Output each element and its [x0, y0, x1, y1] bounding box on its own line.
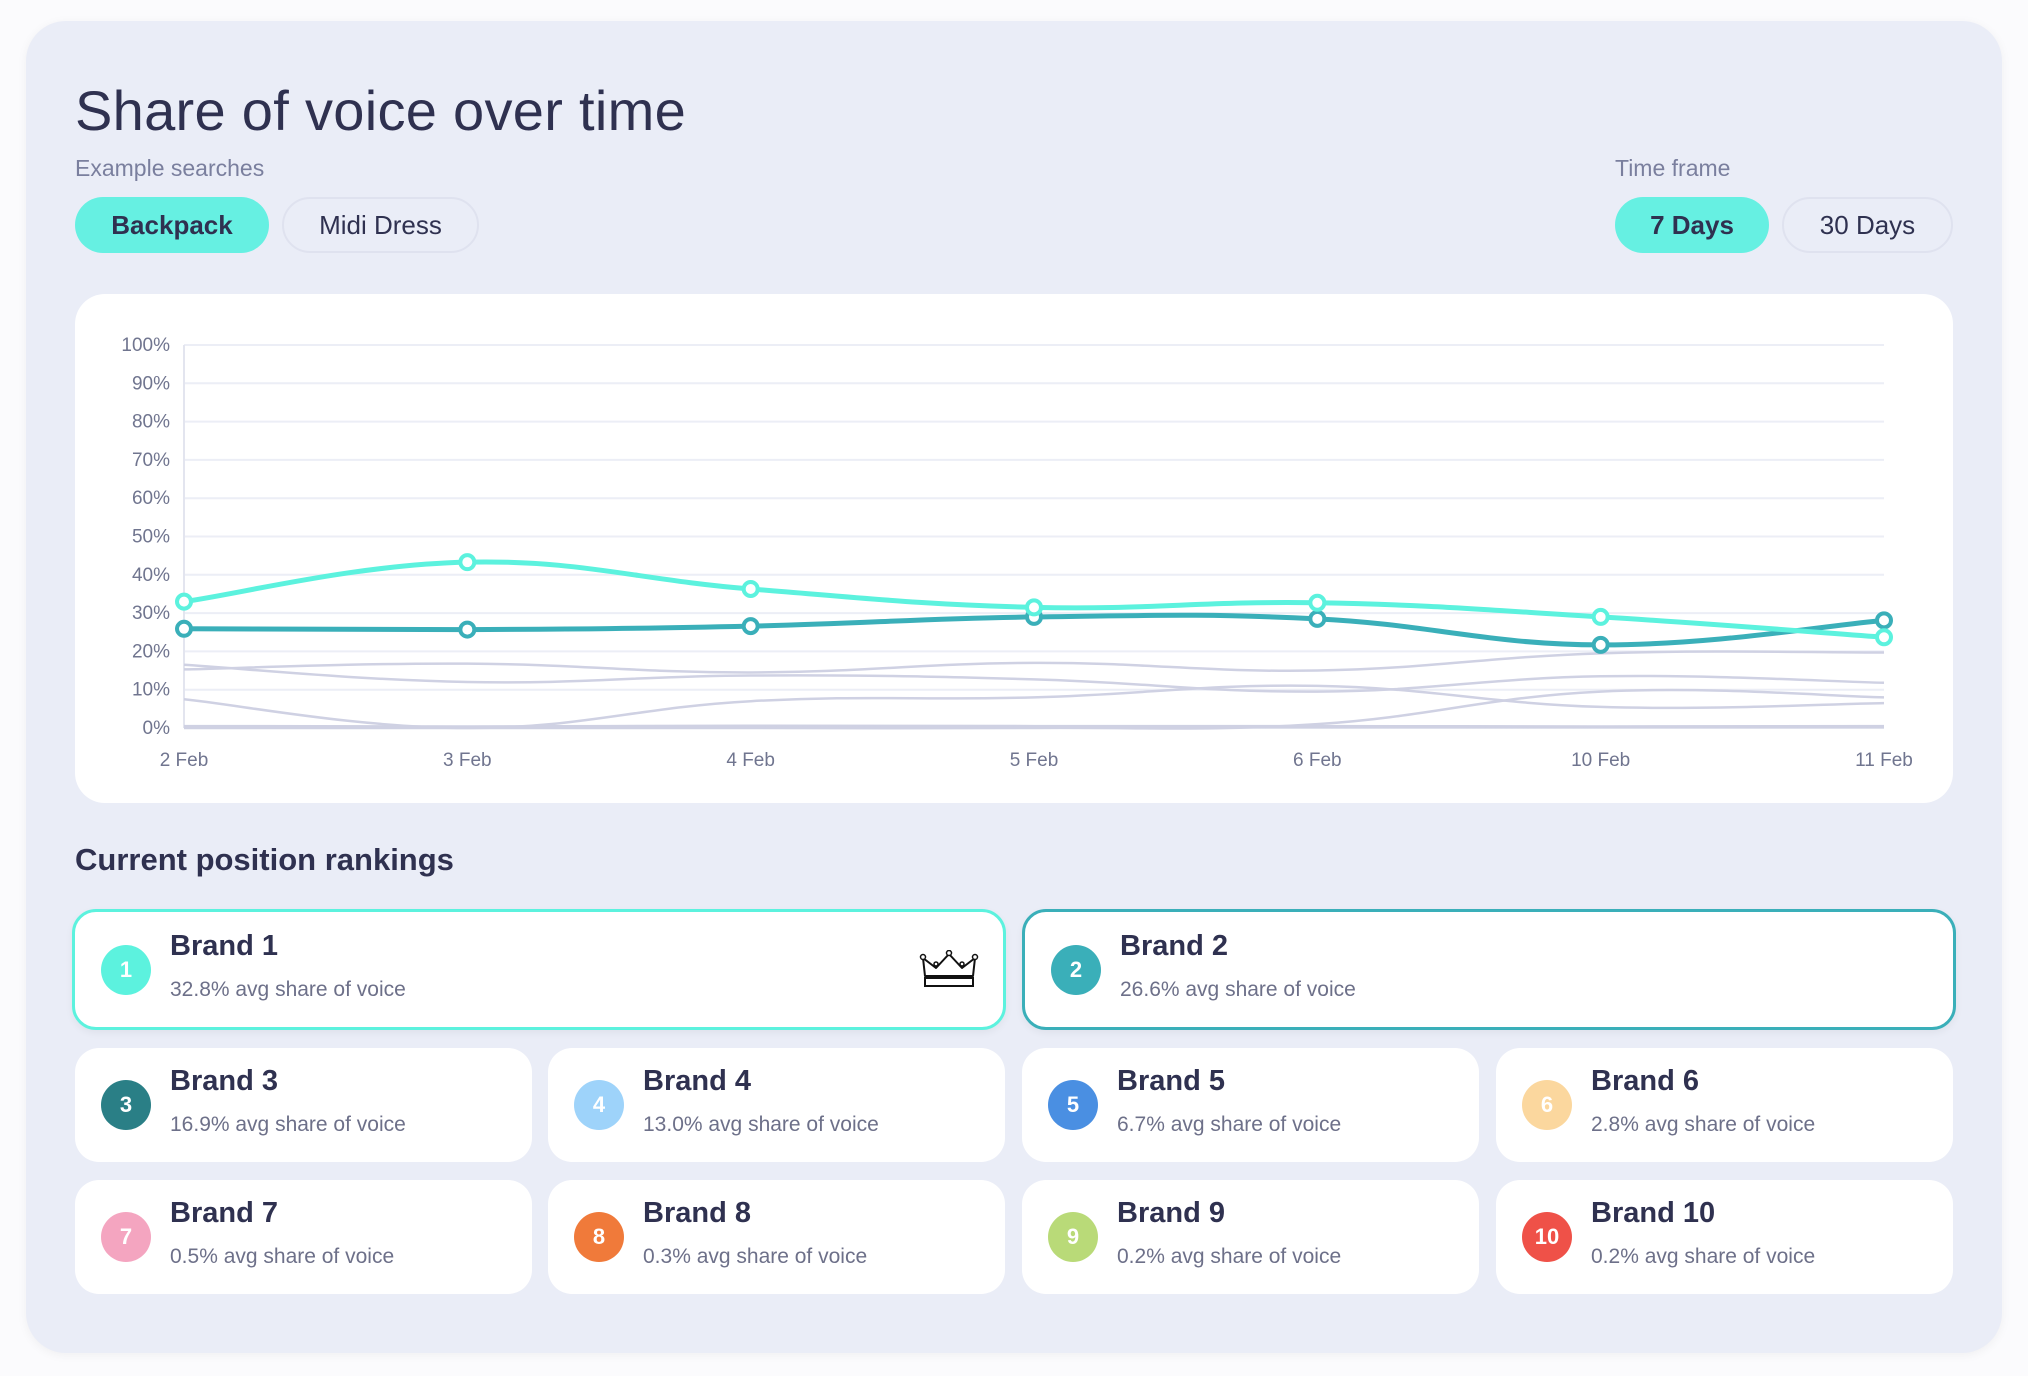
- y-tick-label: 20%: [132, 641, 170, 662]
- series-line-brand-4: [183, 663, 1885, 693]
- y-tick-label: 0%: [143, 718, 171, 739]
- brand-name: Brand 2: [1120, 929, 1228, 962]
- x-tick-label: 4 Feb: [726, 750, 775, 771]
- y-tick-label: 70%: [132, 450, 170, 471]
- data-point-brand-1[interactable]: [1591, 607, 1610, 626]
- brand-name: Brand 4: [643, 1065, 751, 1097]
- x-tick-label: 3 Feb: [443, 750, 492, 771]
- series-line-brand-7: [183, 724, 1885, 728]
- data-point-brand-2[interactable]: [175, 619, 193, 638]
- ranking-card-brand-5[interactable]: 5 Brand 5 6.7% avg share of voice: [1022, 1048, 1479, 1162]
- ranking-card-brand-8[interactable]: 8 Brand 8 0.3% avg share of voice: [548, 1180, 1005, 1294]
- brand-name: Brand 3: [170, 1065, 278, 1097]
- ranking-card-brand-1[interactable]: 1 Brand 1 32.8% avg share of voice: [72, 909, 1006, 1030]
- y-tick-label: 40%: [132, 565, 170, 586]
- brand-share: 0.3% avg share of voice: [643, 1245, 868, 1268]
- time-frame-label: Time frame: [1615, 155, 1731, 181]
- brand-share: 13.0% avg share of voice: [643, 1113, 879, 1136]
- brand-share: 26.6% avg share of voice: [1120, 977, 1356, 1001]
- chart-card: 0% 10% 20% 30% 40% 50% 60% 70% 80% 90% 100% 2 Feb 3 …: [75, 294, 1953, 803]
- data-point-brand-1[interactable]: [1308, 593, 1327, 612]
- ranking-card-brand-9[interactable]: 9 Brand 9 0.2% avg share of voice: [1022, 1180, 1479, 1294]
- x-tick-label: 10 Feb: [1571, 750, 1630, 771]
- page-title: Share of voice over time: [75, 79, 687, 142]
- brand-share: 0.2% avg share of voice: [1591, 1245, 1816, 1268]
- ranking-card-brand-7[interactable]: 7 Brand 7 0.5% avg share of voice: [75, 1180, 532, 1294]
- rank-badge: 6: [1522, 1080, 1572, 1130]
- data-point-brand-2[interactable]: [741, 617, 760, 636]
- ranking-card-brand-3[interactable]: 3 Brand 3 16.9% avg share of voice: [75, 1048, 532, 1162]
- rank-badge: 1: [101, 944, 151, 995]
- data-point-brand-2[interactable]: [1591, 635, 1610, 654]
- brand-name: Brand 5: [1117, 1065, 1225, 1097]
- brand-share: 0.2% avg share of voice: [1117, 1245, 1342, 1268]
- y-tick-label: 80%: [132, 412, 170, 433]
- brand-share: 2.8% avg share of voice: [1591, 1113, 1816, 1136]
- crown-icon: [919, 950, 979, 987]
- ranking-card-brand-2[interactable]: 2 Brand 2 26.6% avg share of voice: [1022, 909, 1956, 1030]
- data-point-brand-1[interactable]: [1875, 628, 1893, 647]
- data-point-brand-1[interactable]: [1025, 598, 1043, 617]
- rank-badge: 2: [1051, 944, 1101, 995]
- brand-name: Brand 10: [1591, 1197, 1716, 1229]
- data-point-brand-1[interactable]: [458, 553, 477, 572]
- example-searches-label: Example searches: [75, 155, 265, 181]
- rank-badge: 9: [1048, 1212, 1098, 1262]
- x-tick-label: 6 Feb: [1293, 750, 1342, 771]
- y-tick-label: 50%: [132, 527, 170, 548]
- ranking-card-brand-4[interactable]: 4 Brand 4 13.0% avg share of voice: [548, 1048, 1005, 1162]
- timeframe-7-days-button[interactable]: 7 Days: [1615, 197, 1769, 253]
- brand-share: 32.8% avg share of voice: [170, 977, 406, 1001]
- data-point-brand-2[interactable]: [458, 620, 477, 639]
- share-of-voice-line-chart: 0% 10% 20% 30% 40% 50% 60% 70% 80% 90% 100% 2 Feb 3 …: [121, 335, 1913, 771]
- search-backpack-button[interactable]: Backpack: [75, 197, 269, 253]
- x-tick-label: 11 Feb: [1855, 750, 1913, 771]
- rank-badge: 3: [101, 1080, 151, 1130]
- series-line-brand-5: [183, 684, 1885, 730]
- ranking-card-brand-10[interactable]: 10 Brand 10 0.2% avg share of voice: [1496, 1180, 1953, 1294]
- series-line-brand-6: [184, 688, 1885, 730]
- y-tick-label: 100%: [121, 335, 170, 356]
- brand-name: Brand 8: [643, 1197, 751, 1229]
- rank-badge: 7: [101, 1212, 151, 1262]
- brand-name: Brand 1: [170, 929, 278, 962]
- data-point-brand-1[interactable]: [741, 579, 760, 598]
- brand-share: 6.7% avg share of voice: [1117, 1113, 1342, 1136]
- ranking-card-brand-6[interactable]: 6 Brand 6 2.8% avg share of voice: [1496, 1048, 1953, 1162]
- brand-share: 16.9% avg share of voice: [170, 1113, 406, 1136]
- brand-name: Brand 9: [1117, 1197, 1225, 1229]
- brand-share: 0.5% avg share of voice: [170, 1245, 395, 1268]
- search-midi-dress-button[interactable]: Midi Dress: [282, 197, 479, 253]
- data-point-brand-2[interactable]: [1875, 611, 1893, 630]
- y-tick-label: 60%: [132, 488, 170, 509]
- data-point-brand-1[interactable]: [175, 592, 193, 611]
- x-tick-label: 5 Feb: [1010, 750, 1059, 771]
- brand-name: Brand 7: [170, 1197, 278, 1229]
- rank-badge: 4: [574, 1080, 624, 1130]
- y-tick-label: 90%: [132, 373, 170, 394]
- data-point-brand-2[interactable]: [1308, 609, 1327, 628]
- rankings-title: Current position rankings: [75, 842, 454, 877]
- timeframe-30-days-button[interactable]: 30 Days: [1782, 197, 1953, 253]
- rank-badge: 8: [574, 1212, 624, 1262]
- rank-badge: 5: [1048, 1080, 1098, 1130]
- series-line-brand-3: [183, 650, 1885, 674]
- rank-badge: 10: [1522, 1212, 1572, 1262]
- x-tick-label: 2 Feb: [160, 750, 209, 771]
- y-tick-label: 30%: [132, 603, 170, 624]
- y-tick-label: 10%: [132, 680, 170, 701]
- brand-name: Brand 6: [1591, 1065, 1699, 1097]
